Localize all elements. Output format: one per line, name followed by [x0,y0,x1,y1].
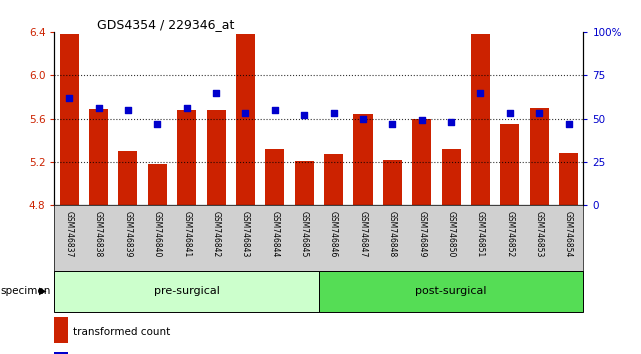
Text: GSM746842: GSM746842 [212,211,221,257]
Text: GSM746852: GSM746852 [505,211,514,257]
Bar [119,151,137,205]
Bar [54,352,68,354]
Text: GSM746844: GSM746844 [271,211,279,257]
Point [328,110,338,116]
Point [211,90,221,95]
Bar [501,124,519,205]
Text: post-surgical: post-surgical [415,286,487,296]
Bar [89,109,108,205]
Text: GSM746845: GSM746845 [300,211,309,257]
Text: GSM746839: GSM746839 [124,211,133,257]
Text: GSM746840: GSM746840 [153,211,162,257]
Text: GSM746847: GSM746847 [358,211,367,257]
Bar [177,110,196,205]
Bar [383,160,402,205]
Point [240,110,251,116]
Point [123,107,133,113]
Text: GSM746843: GSM746843 [241,211,250,257]
Point [387,121,397,127]
Text: GSM746853: GSM746853 [535,211,544,257]
Bar [412,119,431,205]
Point [181,105,192,111]
Text: transformed count: transformed count [73,327,171,337]
Bar [295,161,313,205]
Bar [319,271,583,312]
Text: GSM746846: GSM746846 [329,211,338,257]
Text: GSM746851: GSM746851 [476,211,485,257]
Text: GDS4354 / 229346_at: GDS4354 / 229346_at [97,18,234,31]
Text: ▶: ▶ [39,286,47,296]
Text: GSM746854: GSM746854 [564,211,573,257]
Point [64,95,74,101]
Point [299,112,310,118]
Text: GSM746849: GSM746849 [417,211,426,257]
Point [417,118,427,123]
Bar [148,164,167,205]
Bar [60,34,79,205]
Text: GSM746838: GSM746838 [94,211,103,257]
Point [534,110,544,116]
Text: specimen: specimen [1,286,51,296]
Point [358,116,368,121]
Bar [54,318,68,343]
Point [476,90,486,95]
Point [270,107,280,113]
Bar [471,34,490,205]
Point [504,110,515,116]
Bar [529,108,549,205]
Bar [206,110,226,205]
Bar [559,153,578,205]
Text: pre-surgical: pre-surgical [154,286,220,296]
Text: GSM746848: GSM746848 [388,211,397,257]
Bar [324,154,343,205]
Bar [265,149,285,205]
Point [563,121,574,127]
Bar [236,34,255,205]
Text: GSM746841: GSM746841 [182,211,191,257]
Text: GSM746837: GSM746837 [65,211,74,257]
Point [446,119,456,125]
Bar [54,271,319,312]
Bar [353,114,372,205]
Bar [442,149,461,205]
Text: GSM746850: GSM746850 [447,211,456,257]
Point [152,121,162,127]
Point [94,105,104,111]
